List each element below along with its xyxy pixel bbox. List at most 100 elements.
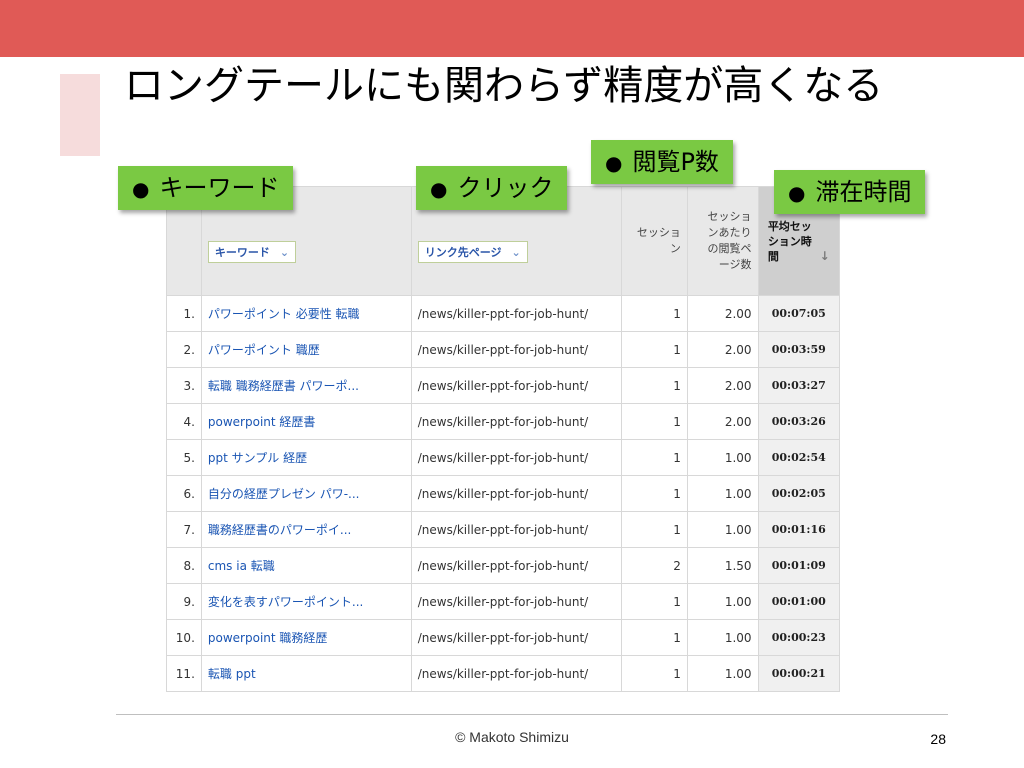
landing-page-cell: /news/killer-ppt-for-job-hunt/ — [410, 367, 622, 404]
keyword-link[interactable]: cms ia 転職 — [200, 547, 412, 584]
pages-per-session-cell: 1.00 — [686, 439, 759, 476]
landing-page-cell: /news/killer-ppt-for-job-hunt/ — [410, 655, 622, 692]
callout-pageviews-label: 閲覧P数 — [632, 148, 719, 176]
pages-per-session-cell: 2.00 — [686, 295, 759, 332]
pages-per-session-header-label: セッションあたりの閲覧ページ数 — [707, 210, 752, 271]
avg-duration-cell: 00:00:21 — [757, 655, 841, 692]
callout-click-label: クリック — [457, 174, 554, 202]
chevron-down-icon: ⌄ — [279, 245, 290, 259]
callout-click: ● クリック — [416, 166, 568, 210]
chevron-down-icon: ⌄ — [511, 245, 521, 259]
row-index: 9. — [166, 583, 202, 620]
sessions-cell: 1 — [620, 439, 688, 476]
row-index: 1. — [166, 295, 202, 332]
table-row: 9. 変化を表すパワーポイント.../news/killer-ppt-for-jo… — [166, 583, 841, 620]
avg-duration-cell: 00:01:00 — [757, 583, 841, 620]
keyword-link[interactable]: 転職 ppt — [200, 655, 412, 692]
sessions-cell: 1 — [620, 655, 688, 692]
sessions-cell: 1 — [620, 619, 688, 656]
landing-page-cell: /news/killer-ppt-for-job-hunt/ — [410, 439, 622, 476]
bullet-icon: ● — [430, 177, 448, 201]
pages-per-session-cell: 2.00 — [686, 403, 759, 440]
slide-title: ロングテールにも関わらず精度が高くなる — [124, 63, 884, 109]
callout-time-on-site: ● 滞在時間 — [774, 170, 926, 214]
landing-page-dimension-select[interactable]: リンク先ページ ⌄ — [417, 241, 528, 263]
avg-duration-cell: 00:01:09 — [757, 547, 841, 584]
table-row: 5. ppt サンプル 経歴/news/killer-ppt-for-job-hu… — [166, 439, 841, 476]
bullet-icon: ● — [132, 177, 150, 201]
avg-duration-header-label: 平均セッション時間 — [767, 219, 812, 263]
keyword-select-label: キーワード — [214, 246, 270, 259]
pages-per-session-cell: 1.00 — [686, 475, 759, 512]
callout-keyword: ● キーワード — [118, 166, 294, 210]
callout-time-label: 滞在時間 — [815, 178, 912, 206]
sessions-cell: 1 — [620, 475, 688, 512]
pages-per-session-cell: 1.00 — [686, 619, 759, 656]
landing-page-cell: /news/killer-ppt-for-job-hunt/ — [410, 583, 622, 620]
table-body: 1. パワーポイント 必要性 転職/news/killer-ppt-for-job… — [166, 295, 841, 692]
footer-copyright: © Makoto Shimizu — [455, 729, 569, 745]
row-index: 5. — [166, 439, 202, 476]
sessions-cell: 1 — [620, 295, 688, 332]
landing-page-cell: /news/killer-ppt-for-job-hunt/ — [410, 403, 622, 440]
table-row: 11. 転職 ppt/news/killer-ppt-for-job-hunt/1… — [166, 655, 841, 692]
keyword-link[interactable]: 自分の経歴プレゼン パワ-... — [200, 475, 412, 512]
table-row: 10. powerpoint 職務経歴/news/killer-ppt-for-j… — [166, 619, 841, 656]
analytics-report-table: キーワード ⌄ リンク先ページ ⌄ セッション セッションあたりの閲覧ページ数 … — [166, 186, 841, 692]
title-accent-block — [60, 74, 100, 156]
landing-page-cell: /news/killer-ppt-for-job-hunt/ — [410, 475, 622, 512]
row-index: 3. — [166, 367, 202, 404]
bullet-icon: ● — [788, 181, 806, 205]
pages-per-session-cell: 1.00 — [686, 511, 759, 548]
avg-duration-cell: 00:03:27 — [757, 367, 841, 404]
avg-duration-cell: 00:02:54 — [757, 439, 841, 476]
keyword-link[interactable]: 職務経歴書のパワーポイ... — [200, 511, 412, 548]
table-row: 1. パワーポイント 必要性 転職/news/killer-ppt-for-job… — [166, 295, 841, 332]
landing-page-cell: /news/killer-ppt-for-job-hunt/ — [410, 295, 622, 332]
avg-duration-cell: 00:00:23 — [757, 619, 841, 656]
row-index: 10. — [166, 619, 202, 656]
table-row: 4. powerpoint 経歴書/news/killer-ppt-for-job… — [166, 403, 841, 440]
keyword-link[interactable]: 変化を表すパワーポイント... — [200, 583, 412, 620]
avg-duration-cell: 00:03:26 — [757, 403, 841, 440]
keyword-link[interactable]: パワーポイント 職歴 — [200, 331, 412, 368]
avg-duration-cell: 00:03:59 — [757, 331, 841, 368]
header-sessions[interactable]: セッション — [620, 186, 688, 296]
pages-per-session-cell: 1.00 — [686, 583, 759, 620]
landing-page-cell: /news/killer-ppt-for-job-hunt/ — [410, 619, 622, 656]
landing-page-cell: /news/killer-ppt-for-job-hunt/ — [410, 547, 622, 584]
sessions-cell: 2 — [620, 547, 688, 584]
row-index: 7. — [166, 511, 202, 548]
avg-duration-cell: 00:07:05 — [757, 295, 841, 332]
landing-select-label: リンク先ページ — [424, 246, 502, 259]
keyword-link[interactable]: パワーポイント 必要性 転職 — [200, 295, 412, 332]
sort-descending-icon: ↓ — [819, 248, 830, 263]
keyword-link[interactable]: powerpoint 経歴書 — [200, 403, 412, 440]
keyword-link[interactable]: 転職 職務経歴書 パワーポ... — [200, 367, 412, 404]
avg-duration-cell: 00:01:16 — [757, 511, 841, 548]
keyword-link[interactable]: powerpoint 職務経歴 — [200, 619, 412, 656]
callout-pageviews: ● 閲覧P数 — [591, 140, 733, 184]
table-row: 3. 転職 職務経歴書 パワーポ.../news/killer-ppt-for-j… — [166, 367, 841, 404]
sessions-cell: 1 — [620, 367, 688, 404]
table-row: 2. パワーポイント 職歴/news/killer-ppt-for-job-hun… — [166, 331, 841, 368]
row-index: 6. — [166, 475, 202, 512]
pages-per-session-cell: 1.00 — [686, 655, 759, 692]
footer-divider — [116, 714, 948, 715]
bullet-icon: ● — [605, 151, 623, 175]
landing-page-cell: /news/killer-ppt-for-job-hunt/ — [410, 511, 622, 548]
sessions-cell: 1 — [620, 403, 688, 440]
slide-top-bar — [0, 0, 1024, 57]
header-pages-per-session[interactable]: セッションあたりの閲覧ページ数 — [686, 186, 759, 296]
keyword-link[interactable]: ppt サンプル 経歴 — [200, 439, 412, 476]
table-row: 7. 職務経歴書のパワーポイ.../news/killer-ppt-for-job… — [166, 511, 841, 548]
pages-per-session-cell: 2.00 — [686, 331, 759, 368]
page-number: 28 — [930, 731, 946, 747]
pages-per-session-cell: 1.50 — [686, 547, 759, 584]
row-index: 8. — [166, 547, 202, 584]
sessions-cell: 1 — [620, 511, 688, 548]
row-index: 11. — [166, 655, 202, 692]
keyword-dimension-select[interactable]: キーワード ⌄ — [207, 241, 297, 263]
pages-per-session-cell: 2.00 — [686, 367, 759, 404]
table-row: 6. 自分の経歴プレゼン パワ-.../news/killer-ppt-for-j… — [166, 475, 841, 512]
